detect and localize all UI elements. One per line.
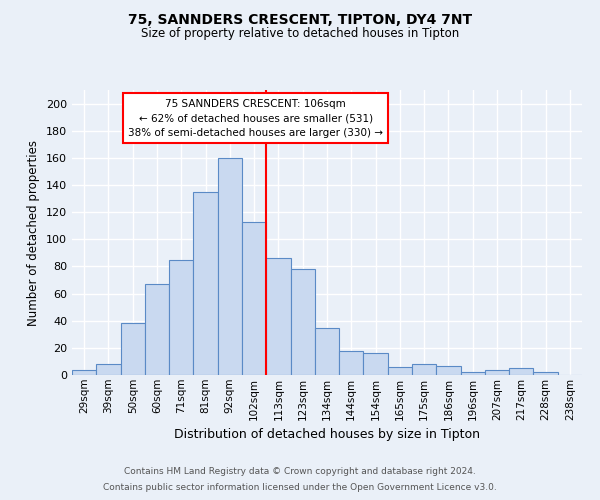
- Bar: [461, 372, 485, 375]
- Text: 75, SANNDERS CRESCENT, TIPTON, DY4 7NT: 75, SANNDERS CRESCENT, TIPTON, DY4 7NT: [128, 12, 472, 26]
- Bar: [315, 328, 339, 375]
- Bar: [364, 354, 388, 375]
- Bar: [533, 372, 558, 375]
- Text: Contains public sector information licensed under the Open Government Licence v3: Contains public sector information licen…: [103, 484, 497, 492]
- Bar: [436, 366, 461, 375]
- Bar: [96, 364, 121, 375]
- Bar: [266, 258, 290, 375]
- Bar: [509, 368, 533, 375]
- Bar: [72, 370, 96, 375]
- Y-axis label: Number of detached properties: Number of detached properties: [28, 140, 40, 326]
- Bar: [339, 350, 364, 375]
- Text: Contains HM Land Registry data © Crown copyright and database right 2024.: Contains HM Land Registry data © Crown c…: [124, 467, 476, 476]
- Bar: [290, 269, 315, 375]
- Bar: [485, 370, 509, 375]
- Bar: [121, 324, 145, 375]
- Bar: [242, 222, 266, 375]
- X-axis label: Distribution of detached houses by size in Tipton: Distribution of detached houses by size …: [174, 428, 480, 441]
- Bar: [218, 158, 242, 375]
- Bar: [169, 260, 193, 375]
- Text: 75 SANNDERS CRESCENT: 106sqm
← 62% of detached houses are smaller (531)
38% of s: 75 SANNDERS CRESCENT: 106sqm ← 62% of de…: [128, 98, 383, 138]
- Text: Size of property relative to detached houses in Tipton: Size of property relative to detached ho…: [141, 28, 459, 40]
- Bar: [145, 284, 169, 375]
- Bar: [412, 364, 436, 375]
- Bar: [388, 367, 412, 375]
- Bar: [193, 192, 218, 375]
